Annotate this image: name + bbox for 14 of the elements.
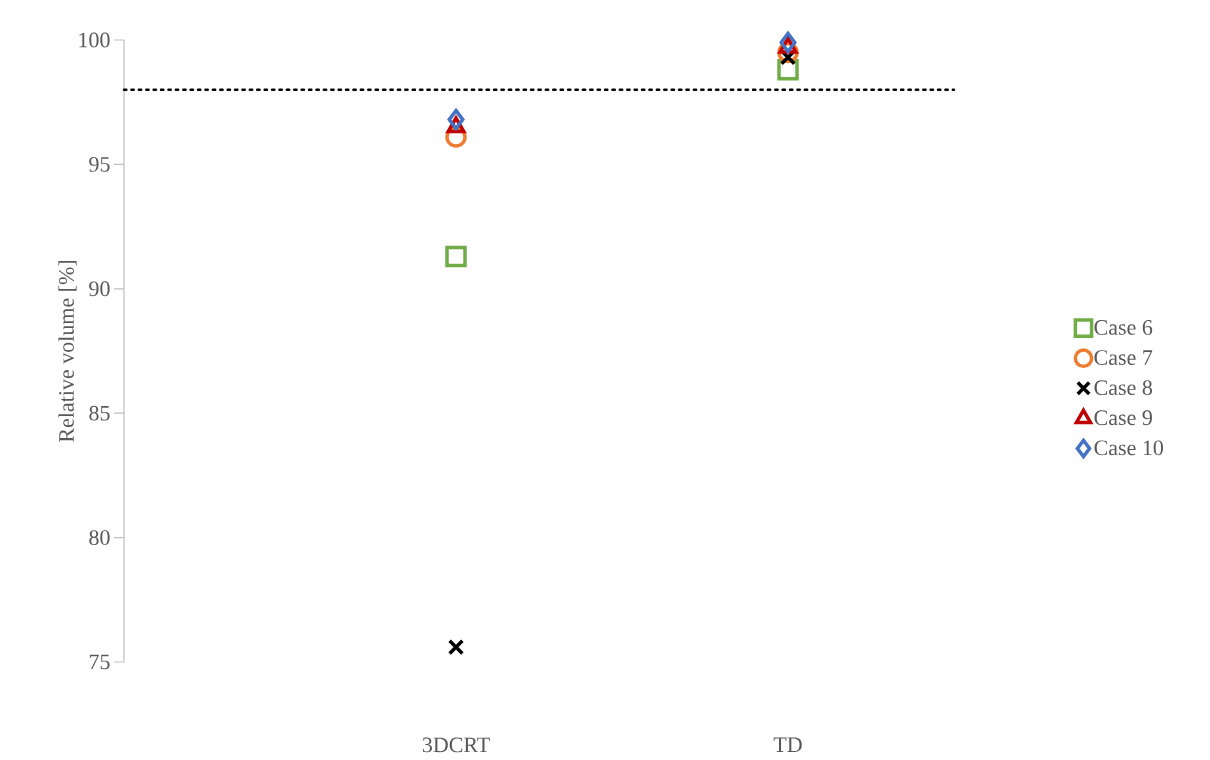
legend-label: Case 7 [1094, 350, 1153, 365]
y-tick-label: 80 [89, 530, 110, 546]
y-tick-label: 75 [89, 654, 110, 670]
legend-label: Case 6 [1094, 320, 1153, 335]
y-axis-title: Relative volume [%] [58, 260, 77, 442]
legend-label: Case 8 [1094, 380, 1153, 396]
y-tick-label: 85 [89, 405, 110, 421]
legend-label: Case 10 [1094, 440, 1164, 456]
y-tick-label: 90 [89, 281, 110, 297]
x-tick-label: TD [773, 737, 802, 752]
legend-label: Case 9 [1094, 410, 1152, 426]
y-tick-label: 100 [79, 32, 110, 48]
y-tick-label: 95 [89, 157, 110, 172]
x-tick-label: 3DCRT [422, 737, 490, 753]
